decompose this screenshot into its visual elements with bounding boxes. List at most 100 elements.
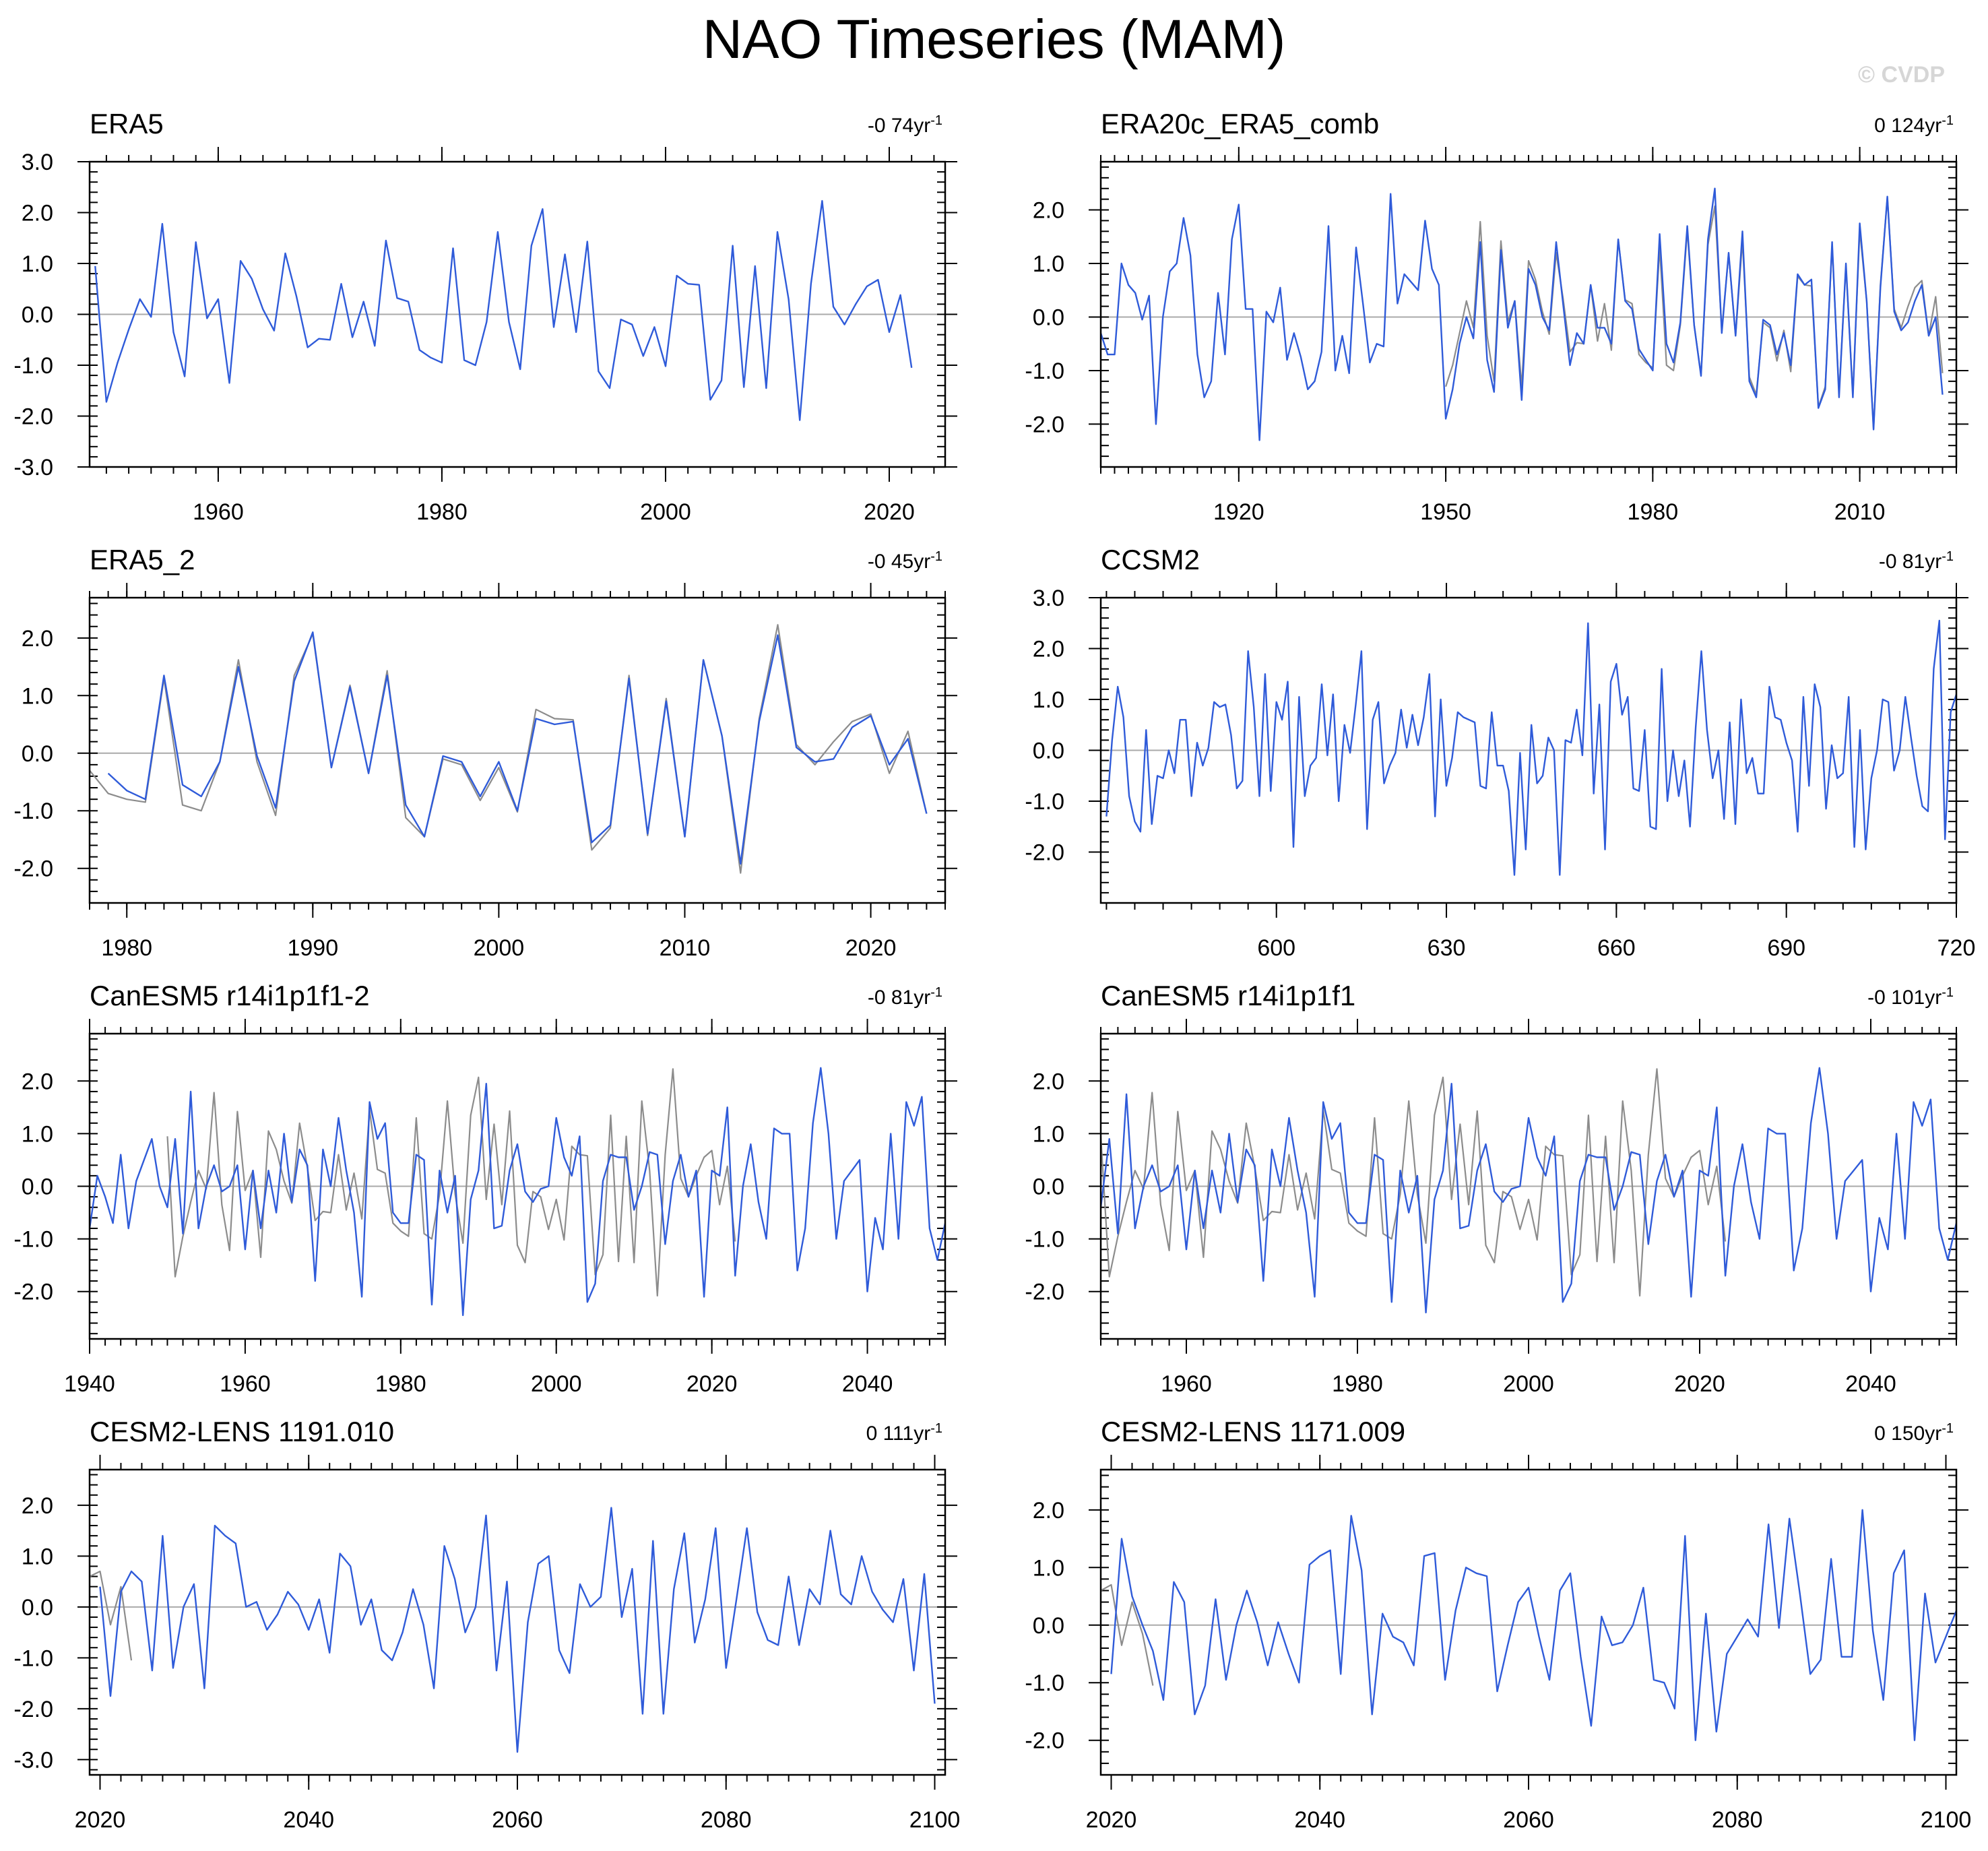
- y-tick-label: 0.0: [1033, 739, 1064, 764]
- y-tick-label: -1.0: [13, 1645, 53, 1671]
- x-tick-label: 2010: [660, 935, 711, 961]
- x-tick-label: 600: [1257, 935, 1295, 961]
- plot-frame: [88, 1032, 947, 1340]
- x-tick-label: 1980: [416, 499, 468, 525]
- y-tick-label: -2.0: [13, 404, 53, 430]
- trend-label: -0 81yr-1: [868, 985, 942, 1009]
- trend-value: 0 111yr: [866, 1422, 931, 1445]
- x-tick-label: 2020: [1674, 1371, 1725, 1397]
- trend-value: -0 101yr: [1867, 986, 1942, 1009]
- y-tick-label: 1.0: [22, 1544, 53, 1569]
- x-tick-label: 1980: [1628, 499, 1679, 525]
- trend-unit-exponent: -1: [930, 113, 942, 128]
- x-tick-label: 1980: [1332, 1371, 1383, 1397]
- x-tick-label: 1980: [101, 935, 152, 961]
- x-tick-label: 1960: [220, 1371, 271, 1397]
- y-tick-label: 3.0: [22, 150, 53, 175]
- y-tick-label: -2.0: [1025, 1280, 1064, 1305]
- x-tick-label: 2080: [701, 1807, 752, 1833]
- x-tick-label: 2020: [864, 499, 915, 525]
- cvdp-watermark: © CVDP: [1858, 62, 1945, 88]
- x-tick-label: 2040: [842, 1371, 893, 1397]
- y-tick-label: 1.0: [1033, 687, 1064, 713]
- trend-label: 0 111yr-1: [866, 1421, 942, 1445]
- y-tick-label: -2.0: [13, 1697, 53, 1722]
- y-tick-label: -3.0: [13, 1747, 53, 1773]
- trend-label: -0 45yr-1: [868, 549, 942, 573]
- panel-title: CCSM2: [1101, 544, 1200, 575]
- plot-frame: [1099, 1468, 1958, 1776]
- plot-frame: [88, 1468, 947, 1776]
- panel-title: CanESM5 r14i1p1f1: [1101, 980, 1356, 1011]
- x-tick-label: 1920: [1213, 499, 1264, 525]
- y-tick-label: 2.0: [1033, 637, 1064, 662]
- y-tick-label: -3.0: [13, 455, 53, 480]
- trend-unit-exponent: -1: [1942, 1421, 1954, 1436]
- x-tick-label: 2060: [1503, 1807, 1554, 1833]
- trend-label: -0 74yr-1: [868, 113, 942, 137]
- plot-frame: [1099, 596, 1958, 904]
- panel-title: ERA5: [90, 108, 164, 139]
- y-tick-label: 0.0: [1033, 305, 1064, 330]
- y-tick-label: -2.0: [1025, 412, 1064, 437]
- nao-series-line: [1101, 1067, 1956, 1314]
- y-tick-label: 0.0: [1033, 1613, 1064, 1639]
- x-tick-label: 2100: [909, 1807, 961, 1833]
- plot-frame: [88, 596, 947, 904]
- reference-series-line: [90, 1570, 133, 1661]
- panel-title: CESM2-LENS 1191.010: [90, 1416, 395, 1447]
- trend-label: -0 101yr-1: [1867, 985, 1954, 1009]
- nao-series-line: [90, 1067, 945, 1317]
- nao-panel-4: -2.0 -1.0 0.0 1.0 2.0 3.0 600 630 660 690 720: [1025, 583, 1975, 961]
- x-tick-label: 2040: [1294, 1807, 1345, 1833]
- y-tick-label: 0.0: [22, 1174, 53, 1200]
- panel-title: ERA5_2: [90, 544, 195, 575]
- y-tick-label: 1.0: [22, 251, 53, 277]
- trend-value: -0 45yr: [867, 551, 931, 573]
- x-tick-label: 1990: [287, 935, 338, 961]
- x-tick-label: 690: [1767, 935, 1805, 961]
- plot-frame: [1099, 1032, 1958, 1340]
- panel-title: CanESM5 r14i1p1f1-2: [90, 980, 370, 1011]
- trend-value: 0 150yr: [1874, 1422, 1942, 1445]
- trend-label: -0 81yr-1: [1879, 549, 1954, 573]
- y-tick-label: -2.0: [13, 856, 53, 882]
- x-tick-label: 1960: [1161, 1371, 1212, 1397]
- x-tick-label: 2010: [1834, 499, 1886, 525]
- x-tick-label: 2040: [283, 1807, 334, 1833]
- nao-series-line: [1101, 187, 1944, 441]
- nao-panel-6: -2.0 -1.0 0.0 1.0 2.0 1960 1980 2000 2020 2040: [1025, 1019, 1968, 1397]
- y-tick-label: 2.0: [1033, 1069, 1064, 1094]
- x-tick-label: 2020: [845, 935, 897, 961]
- y-tick-label: 1.0: [1033, 1555, 1064, 1581]
- y-tick-label: 2.0: [22, 626, 53, 652]
- y-tick-label: 0.0: [22, 1595, 53, 1621]
- nao-panel-1: -3.0 -2.0 -1.0 0.0 1.0 2.0 3.0 1960 1980 2000 2020: [13, 147, 957, 525]
- reference-series-line: [90, 624, 928, 874]
- y-tick-label: -2.0: [1025, 840, 1064, 866]
- trend-value: 0 124yr: [1874, 115, 1942, 137]
- nao-panel-8: -2.0 -1.0 0.0 1.0 2.0 2020 2040 2060 2080 2100: [1025, 1455, 1971, 1833]
- nao-series-line: [1110, 1509, 1956, 1741]
- y-tick-label: -2.0: [13, 1280, 53, 1305]
- x-tick-label: 2020: [686, 1371, 738, 1397]
- x-tick-label: 2000: [640, 499, 691, 525]
- x-tick-label: 2060: [492, 1807, 543, 1833]
- x-tick-label: 630: [1428, 935, 1466, 961]
- x-tick-label: 1960: [193, 499, 244, 525]
- y-tick-label: -1.0: [1025, 1670, 1064, 1696]
- reference-series-line: [1101, 1583, 1154, 1686]
- y-tick-label: 2.0: [22, 1493, 53, 1519]
- y-tick-label: 2.0: [1033, 1498, 1064, 1524]
- x-tick-label: 2020: [1086, 1807, 1137, 1833]
- x-tick-label: 2040: [1845, 1371, 1896, 1397]
- y-tick-label: 1.0: [22, 1121, 53, 1147]
- nao-series-line: [99, 1507, 936, 1753]
- trend-unit-exponent: -1: [930, 985, 942, 1000]
- x-tick-label: 660: [1597, 935, 1636, 961]
- y-tick-label: -1.0: [1025, 1227, 1064, 1253]
- x-tick-label: 2000: [531, 1371, 582, 1397]
- y-tick-label: 1.0: [22, 683, 53, 709]
- y-tick-label: -2.0: [1025, 1728, 1064, 1754]
- x-tick-label: 720: [1937, 935, 1976, 961]
